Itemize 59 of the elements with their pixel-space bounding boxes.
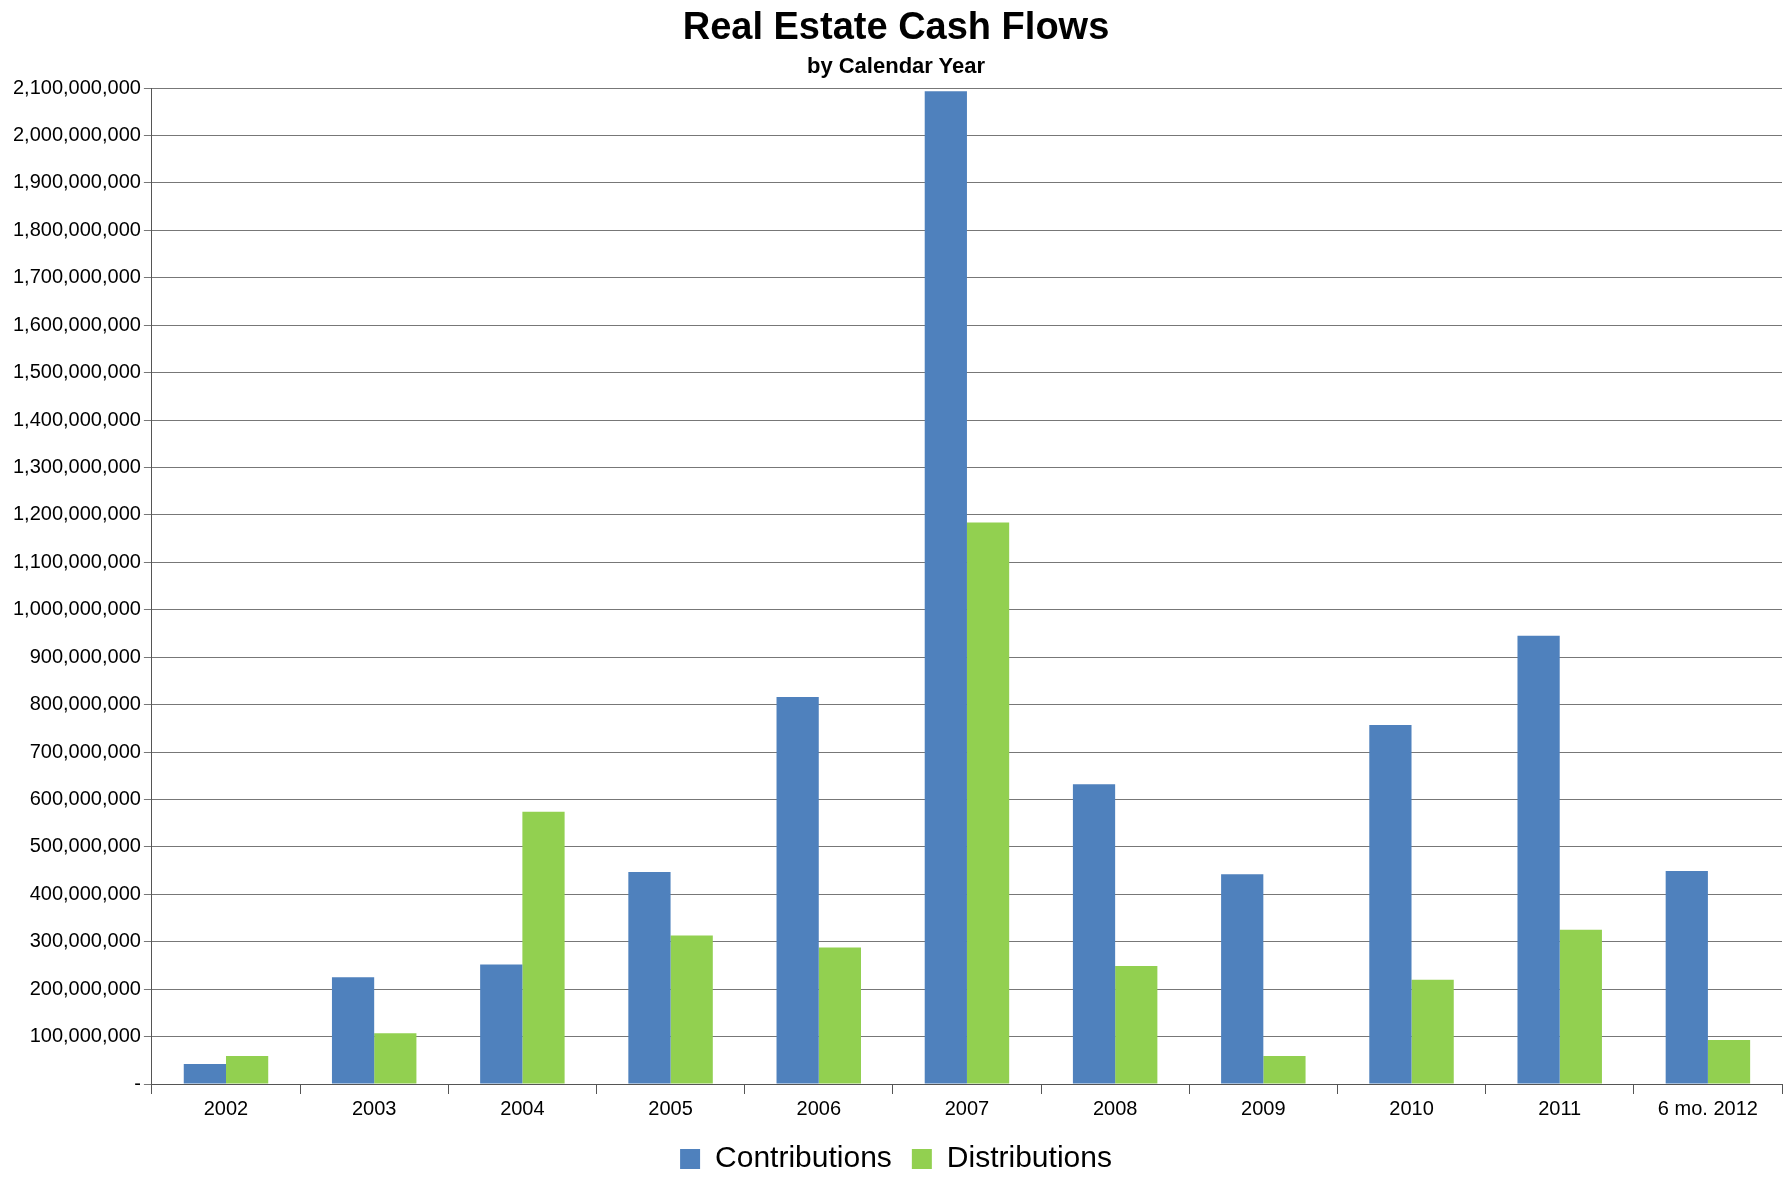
x-tick-label: 2010 <box>1389 1096 1434 1119</box>
x-tick-label: 2009 <box>1241 1096 1286 1119</box>
x-tick-label: 2011 <box>1538 1096 1582 1119</box>
x-tick-label: 2002 <box>203 1096 249 1119</box>
x-tick-label: 2007 <box>944 1096 990 1119</box>
bar <box>1221 874 1264 1084</box>
chart-title: Real Estate Cash Flows <box>682 5 1110 48</box>
y-tick-label: 1,100,000,000 <box>12 549 141 572</box>
chart-subtitle: by Calendar Year <box>806 52 986 78</box>
y-tick-label: 2,000,000,000 <box>12 122 141 145</box>
x-tick-label: 2006 <box>796 1096 842 1119</box>
y-tick-label: 1,200,000,000 <box>12 502 141 525</box>
x-tick-label: 2003 <box>351 1096 397 1119</box>
y-tick-label: 800,000,000 <box>29 692 141 715</box>
x-tick-label: 6 mo. 2012 <box>1657 1096 1758 1119</box>
bar <box>522 811 565 1084</box>
bar <box>1517 635 1560 1084</box>
bar <box>1411 979 1454 1084</box>
bar <box>966 522 1010 1084</box>
bar <box>1707 1039 1751 1084</box>
legend-label: Contributions <box>715 1140 892 1174</box>
y-tick-label: 1,400,000,000 <box>12 407 141 430</box>
y-tick-label: 300,000,000 <box>29 929 141 952</box>
y-tick-label: 500,000,000 <box>29 834 141 857</box>
bar <box>480 964 523 1084</box>
y-tick-label: - <box>134 1071 141 1094</box>
x-tick-label: 2005 <box>648 1096 693 1119</box>
bar <box>331 977 375 1084</box>
bar <box>1369 724 1412 1084</box>
y-tick-label: 1,300,000,000 <box>12 454 141 477</box>
bar <box>226 1056 269 1084</box>
bar <box>1263 1056 1306 1084</box>
y-tick-label: 1,900,000,000 <box>12 170 141 193</box>
bar <box>818 947 861 1084</box>
x-tick-label: 2004 <box>500 1096 545 1119</box>
y-tick-label: 400,000,000 <box>29 881 141 904</box>
y-tick-label: 700,000,000 <box>29 739 141 762</box>
y-tick-label: 200,000,000 <box>29 976 141 999</box>
y-tick-label: 2,100,000,000 <box>12 75 141 98</box>
y-tick-label: 1,600,000,000 <box>12 312 141 335</box>
bar <box>183 1064 226 1084</box>
bar <box>1559 929 1602 1084</box>
bar <box>628 871 671 1084</box>
bar <box>924 91 967 1084</box>
bar <box>1115 965 1158 1084</box>
bar <box>670 935 713 1084</box>
bar <box>776 696 819 1084</box>
legend-label: Distributions <box>946 1140 1112 1174</box>
y-tick-label: 1,500,000,000 <box>12 360 141 383</box>
y-tick-label: 600,000,000 <box>29 786 141 809</box>
y-tick-label: 1,700,000,000 <box>12 265 141 288</box>
y-tick-label: 1,800,000,000 <box>12 217 141 240</box>
bar <box>1665 871 1708 1084</box>
x-tick-label: 2008 <box>1092 1096 1138 1119</box>
y-tick-label: 1,000,000,000 <box>12 597 141 620</box>
bar <box>374 1033 417 1084</box>
y-tick-label: 900,000,000 <box>29 644 141 667</box>
bar <box>1072 784 1116 1084</box>
y-tick-label: 100,000,000 <box>29 1024 141 1047</box>
